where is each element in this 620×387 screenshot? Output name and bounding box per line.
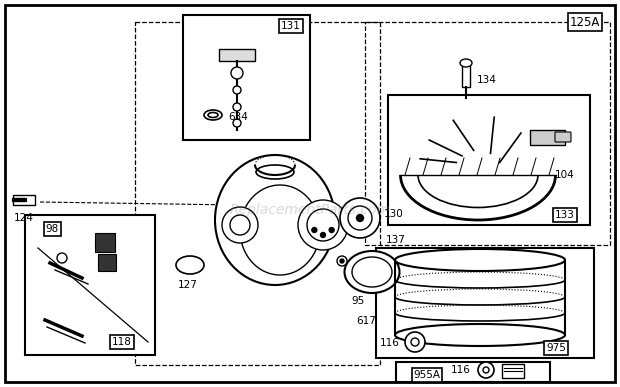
Text: 137: 137 — [386, 235, 406, 245]
FancyBboxPatch shape — [555, 132, 571, 142]
Bar — [530, 130, 565, 145]
Text: 134: 134 — [477, 75, 497, 85]
Bar — [388, 95, 590, 225]
Ellipse shape — [208, 113, 218, 118]
Text: 116: 116 — [380, 338, 400, 348]
Text: 975: 975 — [546, 343, 566, 353]
FancyBboxPatch shape — [462, 65, 470, 87]
Bar — [95, 233, 115, 252]
Text: 634: 634 — [228, 112, 248, 122]
Circle shape — [57, 253, 67, 263]
Circle shape — [233, 103, 241, 111]
Circle shape — [340, 259, 344, 263]
Circle shape — [231, 67, 243, 79]
Text: 617: 617 — [356, 316, 376, 326]
Text: ReplacementParts.com: ReplacementParts.com — [229, 203, 391, 217]
Circle shape — [329, 228, 334, 233]
Circle shape — [222, 207, 258, 243]
Circle shape — [411, 338, 419, 346]
Text: 125A: 125A — [570, 15, 600, 29]
Bar — [365, 22, 610, 245]
Circle shape — [337, 256, 347, 266]
Ellipse shape — [395, 324, 565, 346]
Bar — [219, 49, 255, 61]
Ellipse shape — [345, 251, 399, 293]
Bar — [25, 215, 155, 355]
Text: 124: 124 — [14, 213, 34, 223]
Circle shape — [340, 198, 380, 238]
Bar — [98, 254, 116, 271]
Text: 955A: 955A — [414, 370, 440, 380]
Circle shape — [321, 233, 326, 238]
Text: 95: 95 — [352, 296, 365, 306]
Text: 98: 98 — [45, 224, 59, 234]
Ellipse shape — [240, 185, 320, 275]
Circle shape — [348, 206, 372, 230]
Text: 131: 131 — [281, 21, 301, 31]
Circle shape — [405, 332, 425, 352]
Bar — [183, 15, 310, 140]
Text: 116: 116 — [451, 365, 471, 375]
Bar — [396, 362, 550, 382]
Ellipse shape — [395, 249, 565, 271]
Circle shape — [478, 362, 494, 378]
Circle shape — [312, 228, 317, 233]
Circle shape — [233, 119, 241, 127]
Ellipse shape — [176, 256, 204, 274]
Circle shape — [307, 209, 339, 241]
Bar — [135, 22, 380, 365]
Circle shape — [230, 215, 250, 235]
FancyBboxPatch shape — [502, 364, 524, 378]
Ellipse shape — [460, 59, 472, 67]
Text: 118: 118 — [112, 337, 132, 347]
Text: 104: 104 — [555, 170, 575, 180]
Text: 133: 133 — [555, 210, 575, 220]
Circle shape — [298, 200, 348, 250]
Circle shape — [356, 214, 363, 221]
Bar — [376, 248, 594, 358]
Circle shape — [233, 86, 241, 94]
Text: 127: 127 — [178, 280, 198, 290]
Ellipse shape — [204, 110, 222, 120]
Ellipse shape — [352, 257, 392, 287]
Circle shape — [483, 367, 489, 373]
Text: 130: 130 — [384, 209, 404, 219]
Ellipse shape — [215, 155, 335, 285]
